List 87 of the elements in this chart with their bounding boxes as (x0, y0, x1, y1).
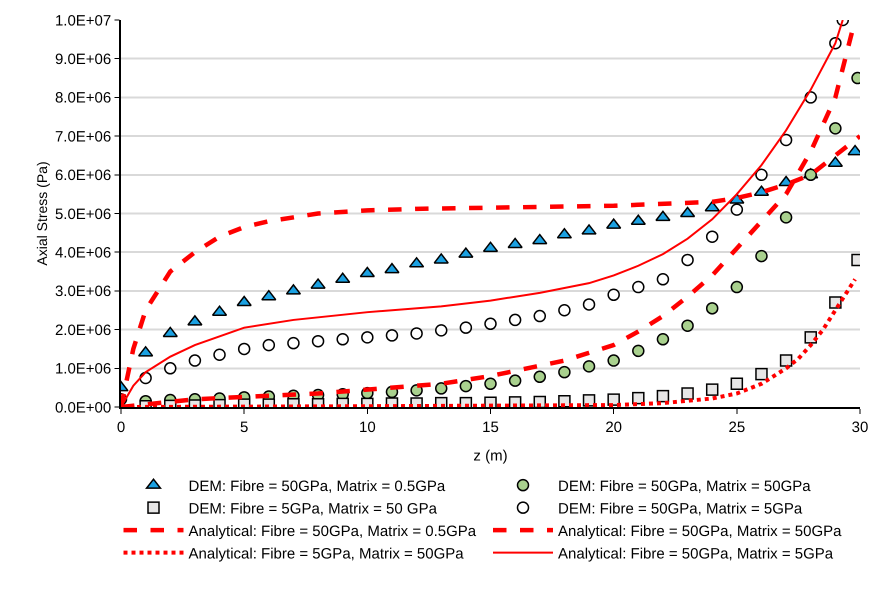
point (706, 302, 718, 315)
x-tick-label: 20 (605, 418, 622, 436)
x-axis-title: z (m) (473, 447, 508, 464)
point (261, 290, 276, 300)
point (460, 380, 472, 392)
point (287, 336, 300, 350)
x-tick-label: 0 (116, 418, 126, 436)
legend-label: DEM: Fibre = 50GPa, Matrix = 5GPa (558, 500, 803, 518)
y-tick-label: 9.0E+06 (54, 50, 112, 68)
point (630, 214, 646, 225)
y-tick-label: 2.0E+06 (54, 322, 112, 339)
point (361, 331, 374, 344)
point (434, 382, 448, 395)
point (607, 288, 620, 302)
point (730, 280, 744, 294)
point (730, 378, 744, 390)
legend-label: DEM: Fibre = 50GPa, Matrix = 0.5GPa (188, 478, 446, 496)
point (656, 273, 670, 286)
point (558, 366, 571, 378)
point (755, 250, 768, 262)
point (755, 168, 768, 182)
point (336, 333, 349, 346)
y-tick-label: 6.0E+06 (54, 167, 112, 184)
legend-label: Analytical: Fibre = 50GPa, Matrix = 5GPa (558, 546, 834, 563)
point (681, 387, 694, 400)
y-tick-label: 7.0E+06 (54, 128, 112, 146)
x-tick-label: 10 (358, 418, 376, 436)
point (410, 327, 423, 340)
y-tick-label: 4.0E+06 (54, 244, 112, 262)
legend-label: Analytical: Fibre = 5GPa, Matrix = 50GPa (188, 546, 464, 563)
legend-label: Analytical: Fibre = 50GPa, Matrix = 50GPa (558, 523, 842, 540)
point (704, 200, 720, 212)
point (484, 318, 497, 330)
x-tick-label: 15 (482, 418, 499, 436)
point (213, 348, 226, 362)
point (162, 326, 178, 338)
point (804, 331, 817, 344)
y-tick-label: 3.0E+06 (54, 283, 112, 300)
point (558, 304, 571, 316)
point (780, 211, 792, 224)
point (335, 272, 350, 284)
point (632, 344, 645, 358)
point (484, 378, 497, 390)
point (164, 362, 177, 375)
x-tick-label: 5 (240, 418, 248, 436)
point (656, 333, 670, 346)
point (780, 354, 792, 367)
y-axis-title: Axial Stress (Pa) (34, 161, 50, 266)
point (434, 324, 448, 337)
point (755, 368, 768, 380)
point (508, 314, 522, 326)
x-tick-label: 25 (728, 418, 746, 436)
point (804, 168, 817, 182)
point (780, 134, 792, 146)
point (460, 321, 472, 334)
point (534, 310, 546, 322)
point (829, 122, 842, 135)
point (582, 360, 596, 373)
point (582, 298, 596, 311)
point (262, 338, 276, 352)
y-tick-label: 1.0E+07 (54, 12, 112, 30)
y-tick-label: 1.0E+06 (54, 360, 112, 378)
point (188, 354, 202, 367)
point (706, 383, 718, 396)
point (238, 342, 250, 356)
point (706, 230, 718, 243)
legend-label: Analytical: Fibre = 50GPa, Matrix = 0.5GPa (188, 523, 477, 540)
point (434, 253, 449, 264)
point (607, 354, 620, 367)
y-tick-label: 5.0E+06 (54, 206, 112, 223)
y-tick-label: 0.0E+00 (54, 399, 112, 416)
point (508, 374, 522, 387)
point (532, 234, 548, 244)
point (681, 319, 694, 332)
point (312, 334, 324, 348)
point (730, 203, 744, 216)
legend-label: DEM: Fibre = 50GPa, Matrix = 50GPa (558, 478, 812, 496)
point (632, 280, 645, 294)
point (386, 329, 398, 342)
point (681, 254, 694, 266)
legend-label: DEM: Fibre = 5GPa, Matrix = 50 GPa (188, 500, 438, 518)
point (534, 370, 546, 384)
point (632, 392, 645, 404)
point (656, 390, 670, 402)
point (410, 384, 423, 397)
y-tick-label: 8.0E+06 (54, 90, 112, 107)
x-tick-label: 30 (852, 418, 868, 436)
